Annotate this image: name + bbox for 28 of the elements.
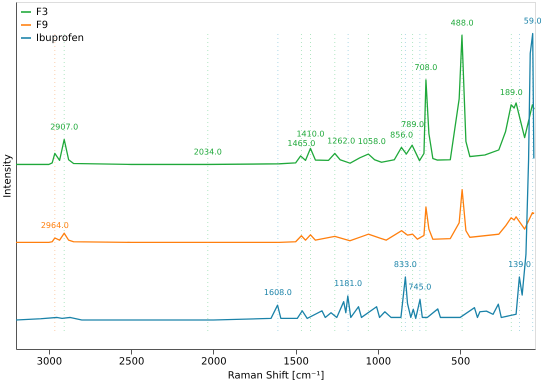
annotation: 2964.0 <box>40 220 69 230</box>
annotation: 189.0 <box>500 88 523 97</box>
annotation: 59.0 <box>524 16 542 26</box>
annotation: 2034.0 <box>194 147 222 156</box>
annotation: 833.0 <box>394 260 417 270</box>
annotation: 1410.0 <box>296 129 324 138</box>
x-tick-label: 1000 <box>366 356 392 368</box>
x-axis-title: Raman Shift [cm⁻¹] <box>228 370 324 382</box>
annotation: 789.0 <box>401 120 424 130</box>
annotation: 1181.0 <box>334 279 362 288</box>
annotation: 2907.0 <box>50 122 78 132</box>
annotation: 488.0 <box>450 18 474 28</box>
x-tick-label: 2000 <box>201 356 227 368</box>
annotation: 708.0 <box>414 62 438 72</box>
legend-label: Ibuprofen <box>36 33 84 44</box>
x-tick-label: 500 <box>451 356 470 368</box>
annotation: 1262.0 <box>327 136 356 146</box>
annotation: 745.0 <box>408 282 432 292</box>
x-tick-label: 3000 <box>36 356 62 368</box>
x-tick-label: 1500 <box>283 356 309 368</box>
legend-label: F3 <box>36 7 48 18</box>
annotation: 1465.0 <box>287 138 316 148</box>
y-axis-title: Intensity <box>2 154 14 198</box>
annotation: 1608.0 <box>264 288 292 298</box>
annotation: 856.0 <box>390 130 414 140</box>
annotation: 1058.0 <box>358 137 386 146</box>
x-tick-label: 2500 <box>118 356 144 368</box>
legend-label: F9 <box>36 20 48 31</box>
